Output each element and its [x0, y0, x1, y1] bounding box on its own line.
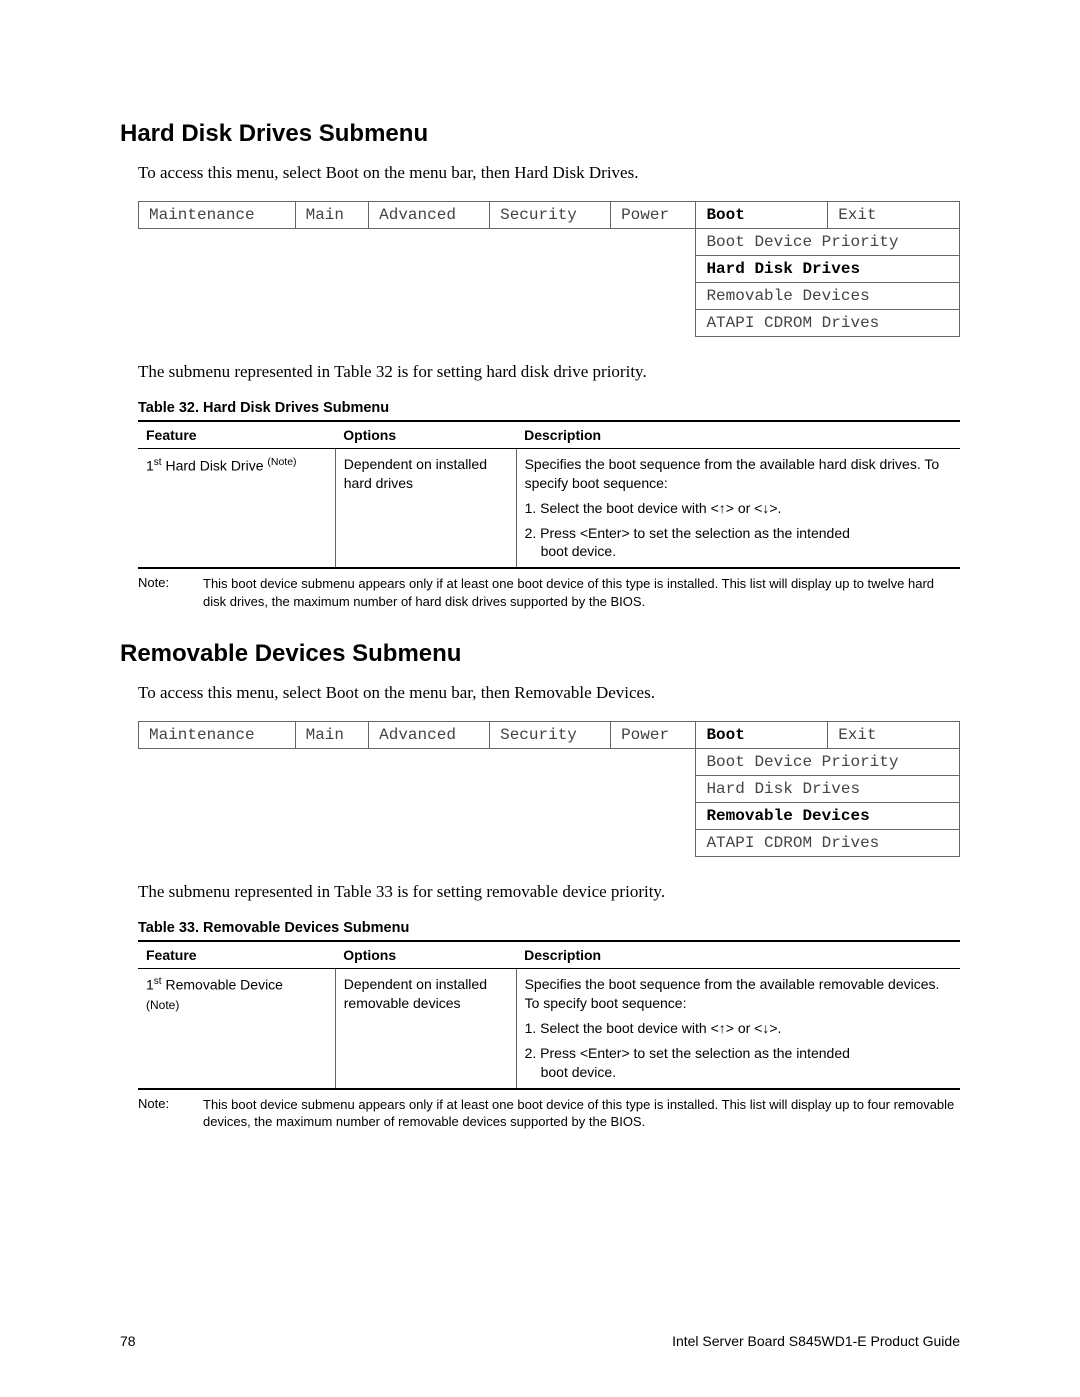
tab-exit-2: Exit — [828, 722, 960, 749]
th-feature-2: Feature — [138, 941, 335, 969]
tab-boot-2: Boot — [696, 722, 828, 749]
tab-main: Main — [295, 201, 368, 228]
tab-power-2: Power — [611, 722, 696, 749]
table33-caption: Table 33. Removable Devices Submenu — [138, 920, 960, 936]
tab-main-2: Main — [295, 722, 368, 749]
th-feature: Feature — [138, 421, 335, 449]
heading-hdd: Hard Disk Drives Submenu — [120, 120, 960, 148]
page-number: 78 — [120, 1333, 136, 1349]
tab-maintenance-2: Maintenance — [139, 722, 296, 749]
cell-desc-rem: Specifies the boot sequence from the ava… — [516, 969, 960, 1089]
tab-power: Power — [611, 201, 696, 228]
tab-security-2: Security — [490, 722, 611, 749]
cell-options-rem: Dependent on installed removable devices — [335, 969, 516, 1089]
intro-hdd: To access this menu, select Boot on the … — [138, 162, 960, 185]
submenu-removable-2: Removable Devices — [696, 803, 960, 830]
tab-exit: Exit — [828, 201, 960, 228]
heading-removable: Removable Devices Submenu — [120, 640, 960, 668]
tab-advanced-2: Advanced — [369, 722, 490, 749]
menu-removable: Maintenance Main Advanced Security Power… — [138, 721, 960, 857]
footer-title: Intel Server Board S845WD1-E Product Gui… — [672, 1333, 960, 1349]
cell-options-hdd: Dependent on installed hard drives — [335, 448, 516, 568]
th-options: Options — [335, 421, 516, 449]
cell-desc-hdd: Specifies the boot sequence from the ava… — [516, 448, 960, 568]
note-removable: Note: This boot device submenu appears o… — [138, 1096, 960, 1131]
th-desc-2: Description — [516, 941, 960, 969]
tab-maintenance: Maintenance — [139, 201, 296, 228]
submenu-bdp-2: Boot Device Priority — [696, 749, 960, 776]
submenu-atapi: ATAPI CDROM Drives — [696, 309, 960, 336]
submenu-bdp: Boot Device Priority — [696, 228, 960, 255]
intro-removable: To access this menu, select Boot on the … — [138, 682, 960, 705]
table32-caption: Table 32. Hard Disk Drives Submenu — [138, 400, 960, 416]
post-menu-removable: The submenu represented in Table 33 is f… — [138, 881, 960, 904]
cell-feature-rem: 1st Removable Device(Note) — [138, 969, 335, 1089]
footer: 78 Intel Server Board S845WD1-E Product … — [120, 1333, 960, 1349]
tab-advanced: Advanced — [369, 201, 490, 228]
tab-boot: Boot — [696, 201, 828, 228]
menu-hdd: Maintenance Main Advanced Security Power… — [138, 201, 960, 337]
th-options-2: Options — [335, 941, 516, 969]
note-hdd: Note: This boot device submenu appears o… — [138, 575, 960, 610]
table33: Feature Options Description 1st Removabl… — [138, 940, 960, 1089]
th-desc: Description — [516, 421, 960, 449]
submenu-removable: Removable Devices — [696, 282, 960, 309]
submenu-atapi-2: ATAPI CDROM Drives — [696, 830, 960, 857]
submenu-hdd: Hard Disk Drives — [696, 255, 960, 282]
table32: Feature Options Description 1st Hard Dis… — [138, 420, 960, 569]
submenu-hdd-2: Hard Disk Drives — [696, 776, 960, 803]
post-menu-hdd: The submenu represented in Table 32 is f… — [138, 361, 960, 384]
cell-feature-hdd: 1st Hard Disk Drive (Note) — [138, 448, 335, 568]
tab-security: Security — [490, 201, 611, 228]
